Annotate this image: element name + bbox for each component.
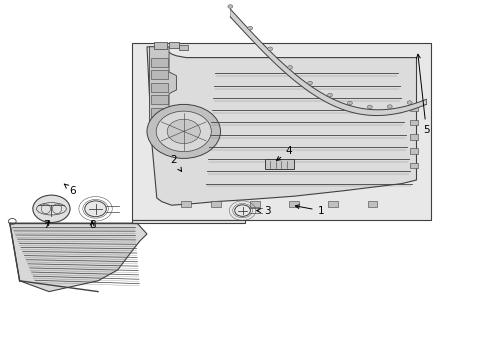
Circle shape <box>156 111 211 152</box>
Circle shape <box>248 26 253 30</box>
Polygon shape <box>151 108 168 117</box>
Text: 6: 6 <box>64 184 76 196</box>
Polygon shape <box>149 47 176 137</box>
Bar <box>410 163 418 168</box>
Bar <box>289 201 299 207</box>
Text: 5: 5 <box>416 54 430 135</box>
Circle shape <box>85 201 106 217</box>
Circle shape <box>308 81 313 85</box>
Circle shape <box>167 119 200 144</box>
Bar <box>265 159 294 169</box>
Bar <box>169 42 179 48</box>
Text: 1: 1 <box>295 205 324 216</box>
Circle shape <box>235 205 250 216</box>
Polygon shape <box>132 220 245 223</box>
Bar <box>410 134 418 140</box>
Text: 8: 8 <box>89 220 96 230</box>
Polygon shape <box>10 223 147 292</box>
Bar <box>410 148 418 154</box>
Bar <box>211 201 220 207</box>
Polygon shape <box>147 47 416 205</box>
Circle shape <box>228 5 233 8</box>
Bar <box>179 45 188 50</box>
Bar <box>328 201 338 207</box>
Circle shape <box>368 105 372 109</box>
Circle shape <box>268 47 272 51</box>
Circle shape <box>407 101 412 104</box>
Bar <box>132 43 431 220</box>
Text: 2: 2 <box>171 155 182 171</box>
Circle shape <box>33 195 70 222</box>
Bar <box>181 201 191 207</box>
Text: 4: 4 <box>276 146 293 161</box>
Polygon shape <box>151 95 168 104</box>
Bar <box>368 201 377 207</box>
Polygon shape <box>151 121 168 130</box>
Polygon shape <box>151 70 168 79</box>
Bar <box>410 120 418 125</box>
Circle shape <box>327 93 332 97</box>
Bar <box>154 42 167 49</box>
Text: 7: 7 <box>43 220 50 230</box>
Circle shape <box>147 104 220 158</box>
Bar <box>410 105 418 111</box>
Text: 3: 3 <box>257 206 270 216</box>
Circle shape <box>288 66 293 69</box>
Polygon shape <box>151 133 168 142</box>
Polygon shape <box>230 9 426 116</box>
Circle shape <box>347 101 352 105</box>
Circle shape <box>387 105 392 108</box>
Polygon shape <box>151 58 168 67</box>
Polygon shape <box>151 83 168 92</box>
Bar <box>250 201 260 207</box>
